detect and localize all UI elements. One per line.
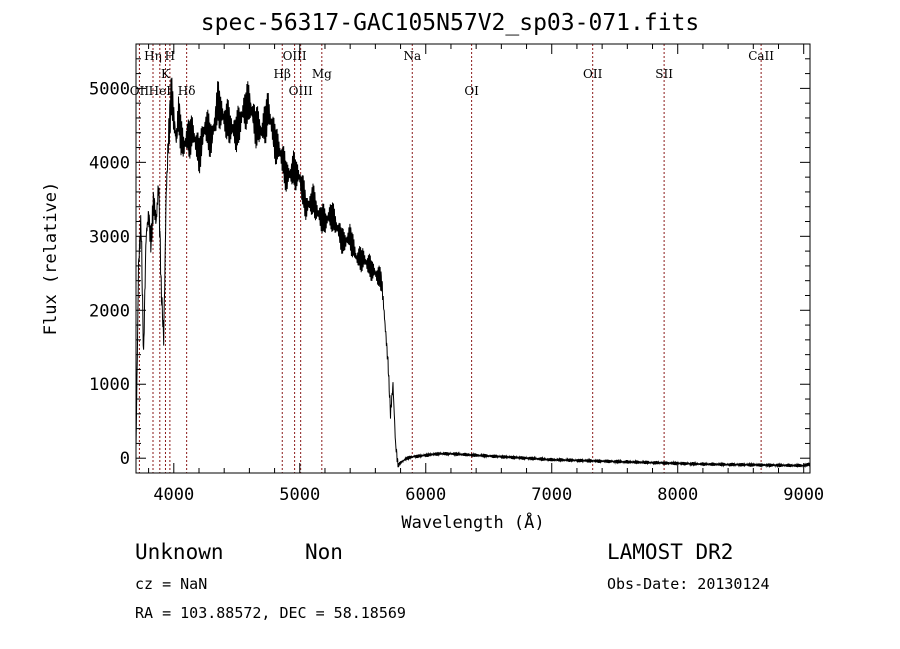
x-tick-label: 9000 — [783, 485, 824, 505]
spectral-line-label: OII — [583, 67, 603, 81]
spectral-line-label: CaII — [748, 49, 774, 63]
spectral-line-label: OI — [464, 84, 479, 98]
spectral-line-label: Hβ — [274, 67, 291, 81]
y-tick-label: 4000 — [89, 153, 130, 173]
spectral-line-label: OIII — [289, 84, 313, 98]
y-tick-label: 0 — [120, 449, 130, 469]
coordinates-text: RA = 103.88572, DEC = 58.18569 — [135, 604, 406, 622]
spectral-line-label: H — [165, 49, 175, 63]
x-tick-label: 6000 — [405, 485, 446, 505]
x-tick-label: 7000 — [531, 485, 572, 505]
spectral-line-label: Hη — [144, 49, 162, 63]
y-tick-label: 3000 — [89, 227, 130, 247]
y-tick-label: 5000 — [89, 79, 130, 99]
x-axis-label: Wavelength (Å) — [401, 511, 544, 533]
spectral-line-label: SII — [655, 67, 673, 81]
y-axis-label: Flux (relative) — [41, 182, 61, 336]
y-tick-label: 2000 — [89, 301, 130, 321]
spectral-line-label: Hδ — [178, 84, 196, 98]
spectral-line-label: Mg — [312, 67, 332, 81]
axis-ticks: 4000 5000 6000 7000 8000 9000 0 1000 2000 3000 400… — [89, 43, 824, 505]
object-class: Unknown — [135, 540, 224, 564]
x-tick-label: 8000 — [657, 485, 698, 505]
chart-title: spec-56317-GAC105N57V2_sp03-071.fits — [200, 10, 700, 36]
redshift-text: cz = NaN — [135, 575, 208, 593]
plot-frame — [135, 43, 811, 474]
spectrum-line — [135, 77, 811, 469]
spectral-line-label: OIII — [283, 49, 307, 63]
spectral-line-label: HeI — [149, 84, 172, 98]
object-subclass: Non — [305, 540, 343, 564]
survey-name: LAMOST DR2 — [607, 540, 734, 564]
spectral-line-label: K — [161, 67, 171, 81]
x-tick-label: 4000 — [153, 485, 194, 505]
obs-date-text: Obs-Date: 20130124 — [607, 575, 770, 593]
spectral-line-label: OII — [130, 84, 150, 98]
y-tick-label: 1000 — [89, 375, 130, 395]
spectral-line-label: Na — [403, 49, 421, 63]
spectrum-series — [135, 77, 811, 469]
x-tick-label: 5000 — [279, 485, 320, 505]
